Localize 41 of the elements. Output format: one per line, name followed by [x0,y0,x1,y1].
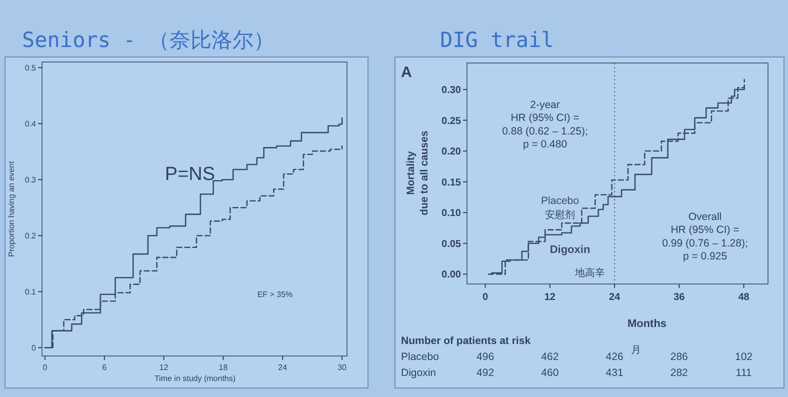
y-tick-label: 0.30 [442,84,462,96]
series-label: Placebo [541,195,580,207]
y-tick-label: 0.3 [24,175,37,184]
x-tick-label: 12 [544,292,556,303]
y-tick-label: 0.5 [24,63,37,72]
text: Number of patients at risk [401,335,531,347]
annotation: 2-year HR (95% CI) = 0.88 (0.62 – 1.25); p = 0.480 [502,99,588,150]
y-tick-label: 0.05 [442,238,462,250]
x-tick-label: 30 [338,363,348,372]
y-tick-label: 0.20 [442,146,462,158]
x-tick-label: 48 [738,292,750,303]
annotation: 地高辛 [574,267,605,279]
x-tick-label: 0 [42,363,48,372]
x-tick-label: 24 [278,363,288,372]
annotation: 安慰剂 [545,209,575,221]
x-tick-label: 36 [674,292,686,303]
y-tick-label: 0.1 [24,287,37,296]
y-tick-label: 0.15 [442,177,462,188]
series-label: Digoxin [550,244,590,256]
y-axis-title: Proportion having an event [7,160,16,257]
annotation: P=NS [164,164,216,185]
annotation: EF > 35% [257,290,293,299]
y-tick-label: 0.00 [442,270,462,281]
y-axis-title: Mortality due to all causes [405,130,431,216]
x-axis-title: Months [627,318,667,330]
x-tick-label: 0 [482,292,489,303]
text: A [401,64,412,81]
y-tick-label: 0.2 [24,231,37,240]
x-tick-label: 6 [102,363,108,372]
x-axis-title: Time in study (months) [154,374,236,383]
y-tick-label: 0 [32,343,37,352]
x-tick-label: 18 [218,363,228,372]
text: Digoxin 492 460 431 282 111 [401,367,752,379]
y-tick-label: 0.25 [442,116,462,127]
chart-title: Seniors - （奈比洛尔） [22,28,274,52]
annotation: Overall HR (95% CI) = 0.99 (0.76 – 1.28); p = 0.925 [662,211,748,262]
chart-title: DIG trail [440,28,554,52]
x-tick-label: 24 [608,292,621,303]
y-tick-label: 0.4 [24,119,37,128]
y-tick-label: 0.10 [442,208,462,220]
x-tick-label: 12 [159,363,169,372]
